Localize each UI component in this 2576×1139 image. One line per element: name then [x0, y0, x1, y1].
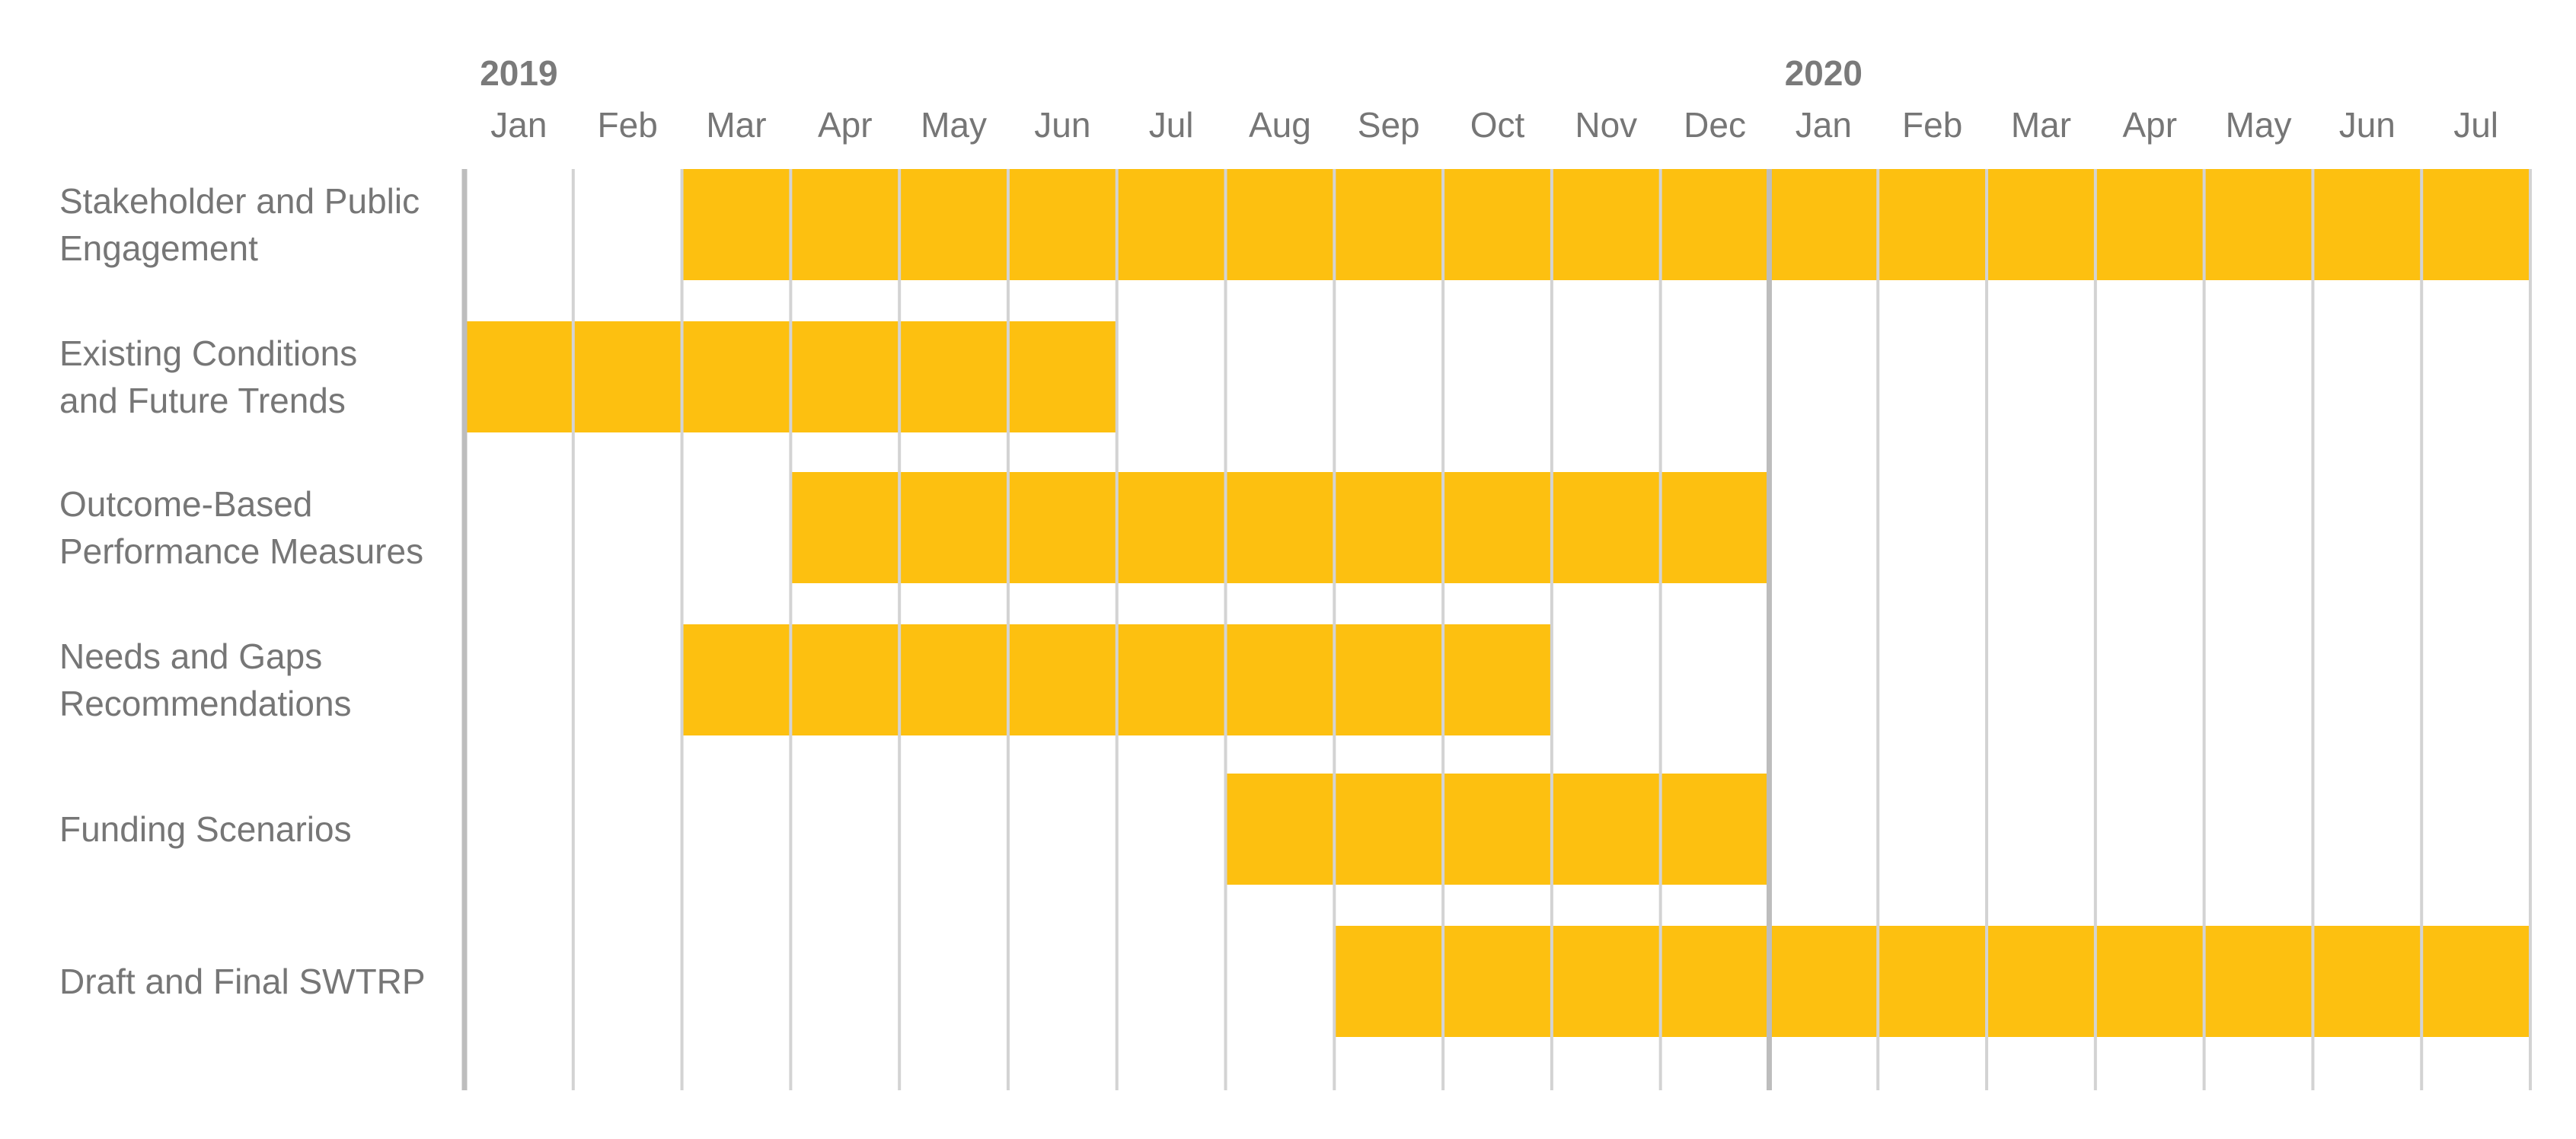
- task-bar-1: [682, 169, 2531, 280]
- task-label: Outcome-Based Performance Measures: [59, 484, 423, 571]
- task-label-line: and Future Trends: [59, 381, 346, 420]
- month-label: Feb: [598, 105, 658, 145]
- month-label: Jun: [2339, 105, 2396, 145]
- month-label: Aug: [1249, 105, 1311, 145]
- task-label-line: Funding Scenarios: [59, 809, 352, 849]
- task-label-line: Recommendations: [59, 684, 352, 723]
- task-label-line: Needs and Gaps: [59, 636, 322, 676]
- month-label: Mar: [2011, 105, 2071, 145]
- month-label: Apr: [818, 105, 873, 145]
- task-bars: [464, 169, 2531, 1037]
- task-label-line: Existing Conditions: [59, 333, 357, 373]
- task-label: Existing Conditions and Future Trends: [59, 333, 357, 420]
- year-label: 2019: [480, 53, 557, 93]
- task-label-line: Stakeholder and Public: [59, 181, 420, 221]
- task-label: Stakeholder and Public Engagement: [59, 181, 420, 268]
- month-axis: Jan Feb Mar Apr May Jun Jul Aug Sep Oct Nov Dec Jan F…: [490, 105, 2498, 145]
- task-labels: Stakeholder and Public Engagement Existing…: [59, 181, 426, 1001]
- task-bar-3: [790, 472, 1770, 583]
- month-label: Dec: [1684, 105, 1746, 145]
- year-label: 2020: [1785, 53, 1863, 93]
- month-label: Feb: [1902, 105, 1962, 145]
- task-label: Draft and Final SWTRP: [59, 962, 426, 1001]
- month-label: Jun: [1034, 105, 1090, 145]
- task-bar-5: [1225, 774, 1770, 885]
- month-label: Apr: [2122, 105, 2177, 145]
- task-label-line: Draft and Final SWTRP: [59, 962, 426, 1001]
- month-label: Jan: [1796, 105, 1852, 145]
- month-label: Jul: [1149, 105, 1194, 145]
- month-gridlines: [461, 169, 2532, 1090]
- task-label-line: Engagement: [59, 228, 258, 268]
- month-label: Mar: [706, 105, 766, 145]
- month-label: Oct: [1470, 105, 1525, 145]
- month-label: Jul: [2453, 105, 2498, 145]
- month-label: May: [921, 105, 987, 145]
- month-label: May: [2226, 105, 2292, 145]
- task-label-line: Performance Measures: [59, 531, 423, 571]
- month-label: Jan: [490, 105, 547, 145]
- month-label: Nov: [1575, 105, 1637, 145]
- month-label: Sep: [1358, 105, 1420, 145]
- task-bar-6: [1334, 926, 2530, 1037]
- task-label: Needs and Gaps Recommendations: [59, 636, 352, 723]
- task-label-line: Outcome-Based: [59, 484, 312, 524]
- year-axis: 2019 2020: [480, 53, 1863, 93]
- task-label: Funding Scenarios: [59, 809, 352, 849]
